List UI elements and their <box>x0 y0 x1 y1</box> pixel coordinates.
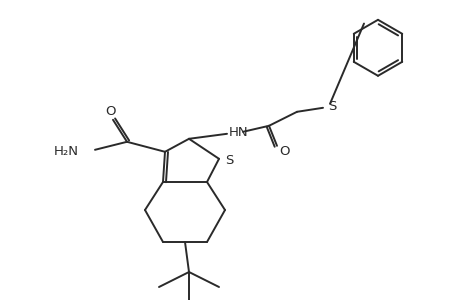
Text: H₂N: H₂N <box>54 145 79 158</box>
Text: O: O <box>279 145 290 158</box>
Text: O: O <box>106 105 116 118</box>
Text: HN: HN <box>229 126 248 139</box>
Text: S: S <box>327 100 336 113</box>
Text: S: S <box>224 154 233 167</box>
